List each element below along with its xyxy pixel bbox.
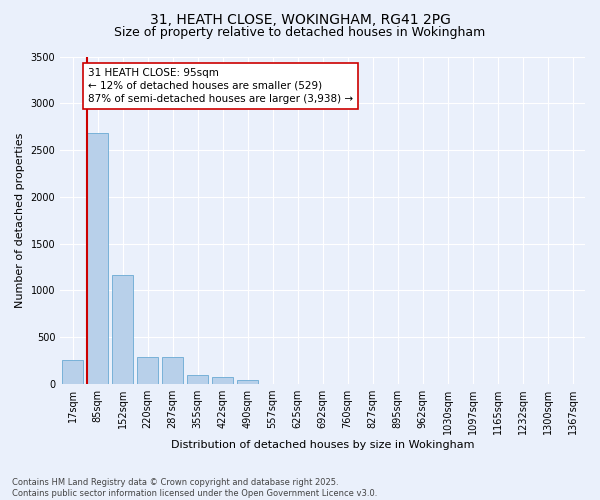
Bar <box>112 274 133 384</box>
Text: 31, HEATH CLOSE, WOKINGHAM, RG41 2PG: 31, HEATH CLOSE, WOKINGHAM, RG41 2PG <box>149 12 451 26</box>
Bar <box>212 377 233 384</box>
Text: 31 HEATH CLOSE: 95sqm
← 12% of detached houses are smaller (529)
87% of semi-det: 31 HEATH CLOSE: 95sqm ← 12% of detached … <box>88 68 353 104</box>
X-axis label: Distribution of detached houses by size in Wokingham: Distribution of detached houses by size … <box>171 440 475 450</box>
Bar <box>187 375 208 384</box>
Bar <box>87 133 108 384</box>
Text: Contains HM Land Registry data © Crown copyright and database right 2025.
Contai: Contains HM Land Registry data © Crown c… <box>12 478 377 498</box>
Bar <box>137 357 158 384</box>
Text: Size of property relative to detached houses in Wokingham: Size of property relative to detached ho… <box>115 26 485 39</box>
Bar <box>62 360 83 384</box>
Bar <box>162 358 183 384</box>
Y-axis label: Number of detached properties: Number of detached properties <box>15 132 25 308</box>
Bar <box>237 380 258 384</box>
